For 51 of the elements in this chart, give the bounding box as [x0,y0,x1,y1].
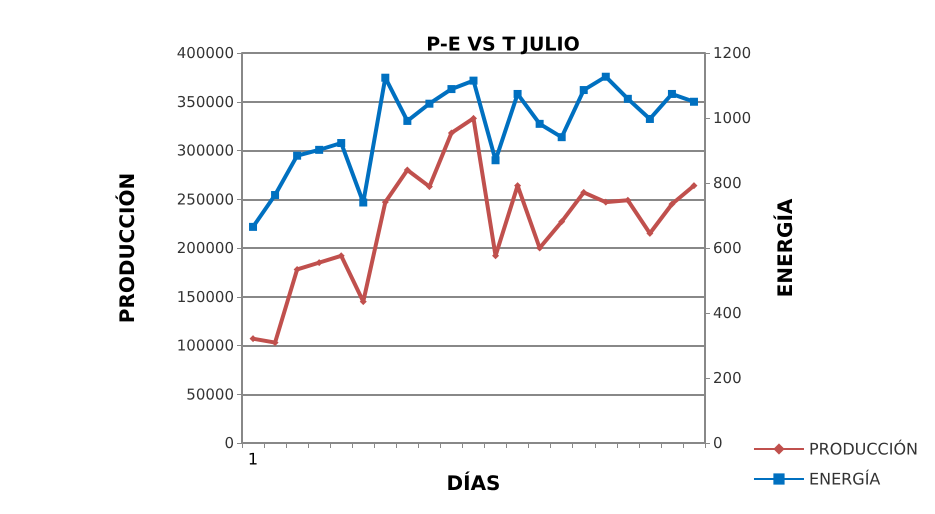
point [359,198,368,206]
point [536,120,544,128]
point [558,133,566,142]
y-tick-label: 300000 [176,142,234,160]
point [249,222,258,231]
y-tick-label: 100000 [176,336,234,354]
point [646,114,654,123]
y2-tick-label: 1200 [713,44,752,62]
legend-label: ENERGÍA [808,470,880,488]
y-tick-label: 400000 [176,44,234,62]
point [403,116,412,125]
y-tick-label: 200000 [176,239,234,257]
x-tick-label: 1 [248,450,258,468]
point [690,182,698,190]
point [447,85,456,94]
point [602,72,610,81]
point [668,200,676,208]
point [470,76,478,85]
point [514,90,522,98]
point [316,259,323,266]
point [293,152,302,160]
point [448,129,455,136]
chart-title: P-E VS T JULIO [426,34,580,56]
x-axis-title: DÍAS [446,471,500,495]
y2-tick-label: 800 [713,174,742,192]
point [337,139,346,148]
point [404,166,411,174]
y2-tick-label: 1000 [713,109,752,127]
point [315,146,324,154]
y2-tick-label: 200 [713,369,742,387]
point [624,94,632,103]
point [580,86,588,94]
point [580,188,588,196]
point [690,98,698,106]
y-tick-label: 50000 [186,385,234,404]
y-tick-label: 250000 [176,190,234,208]
y-tick-label: 150000 [176,288,234,306]
y-axis-title: PRODUCCIÓN [115,172,139,324]
point [381,74,390,82]
point [492,156,500,164]
y2-tick-label: 0 [713,434,723,452]
point [271,191,280,200]
y2-tick-label: 600 [713,239,742,257]
y2-axis-title: ENERGÍA [773,198,797,298]
y-tick-label: 350000 [176,92,234,111]
point [668,90,676,98]
point [558,218,566,226]
y-tick-label: 0 [224,434,234,452]
point [425,100,434,108]
y2-tick-label: 400 [713,304,742,322]
legend-label: PRODUCCIÓN [808,440,918,458]
